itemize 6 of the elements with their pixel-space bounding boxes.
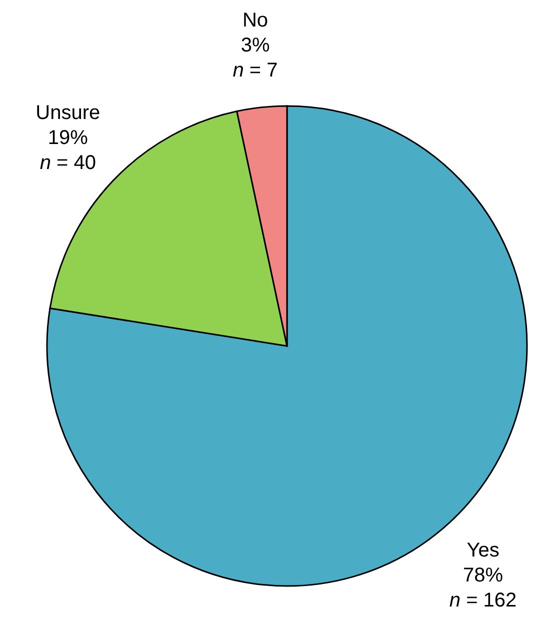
slice-label: Unsure [36,102,100,124]
data-label: 3% n = 7 [232,34,278,82]
slice-label: No [242,10,268,32]
data-label: 19% n = 40 [40,127,96,174]
slice-label: Yes [466,540,500,562]
data-label: 78% n = 162 [449,564,517,612]
